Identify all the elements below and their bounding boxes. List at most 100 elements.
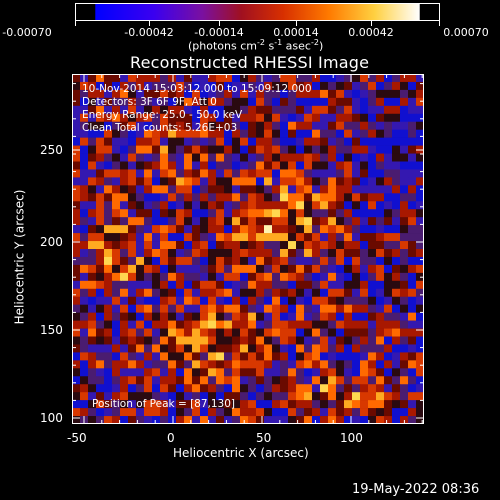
image-pixel — [240, 368, 249, 377]
image-pixel — [200, 113, 209, 123]
image-pixel — [352, 121, 361, 130]
image-pixel — [104, 217, 113, 226]
image-pixel — [72, 225, 81, 234]
image-pixel — [200, 137, 209, 146]
image-pixel — [384, 304, 393, 313]
image-pixel — [160, 169, 169, 178]
image-pixel — [144, 328, 153, 337]
image-pixel — [232, 288, 241, 298]
image-pixel — [216, 416, 225, 424]
image-pixel — [248, 89, 257, 99]
image-pixel — [144, 121, 153, 130]
image-pixel — [152, 416, 161, 424]
image-pixel — [120, 400, 129, 409]
image-pixel — [168, 137, 177, 146]
image-pixel — [256, 121, 265, 130]
image-pixel — [104, 400, 113, 409]
image-pixel — [200, 177, 209, 186]
image-pixel — [80, 241, 89, 250]
image-pixel — [128, 360, 137, 369]
image-pixel — [248, 129, 257, 138]
image-pixel — [360, 352, 369, 361]
image-pixel — [144, 352, 153, 361]
image-pixel — [224, 137, 233, 146]
image-pixel — [256, 81, 265, 91]
image-pixel — [224, 249, 233, 258]
image-pixel — [128, 193, 137, 202]
image-pixel — [304, 400, 313, 409]
image-pixel — [360, 81, 369, 91]
image-pixel — [336, 368, 345, 377]
image-pixel — [344, 105, 353, 115]
image-pixel — [152, 392, 161, 401]
colorbar-tick-mark — [371, 21, 372, 26]
image-pixel — [120, 113, 129, 123]
image-pixel — [296, 193, 305, 202]
image-pixel — [264, 272, 273, 282]
image-pixel — [400, 392, 409, 401]
image-pixel — [72, 368, 81, 377]
image-pixel — [392, 74, 401, 83]
image-pixel — [272, 352, 281, 361]
image-pixel — [416, 233, 424, 242]
image-pixel — [176, 129, 185, 138]
image-pixel — [344, 121, 353, 130]
image-pixel — [384, 169, 393, 178]
image-pixel — [416, 97, 424, 107]
image-pixel — [200, 121, 209, 130]
image-pixel — [312, 169, 321, 178]
image-pixel — [336, 241, 345, 250]
image-pixel — [408, 328, 417, 337]
image-pixel — [160, 153, 169, 162]
image-pixel — [352, 97, 361, 107]
image-pixel — [248, 161, 257, 170]
image-pixel — [136, 264, 145, 274]
image-pixel — [384, 233, 393, 242]
image-pixel — [272, 225, 281, 234]
image-pixel — [232, 185, 241, 194]
image-pixel — [216, 185, 225, 194]
image-pixel — [304, 81, 313, 91]
image-pixel — [200, 225, 209, 234]
image-pixel — [160, 392, 169, 401]
image-pixel — [88, 384, 97, 393]
image-pixel — [416, 153, 424, 162]
image-pixel — [184, 241, 193, 250]
image-pixel — [192, 376, 201, 385]
image-pixel — [168, 400, 177, 409]
image-pixel — [384, 336, 393, 345]
image-pixel — [248, 74, 257, 83]
image-pixel — [408, 312, 417, 321]
image-pixel — [320, 336, 329, 345]
image-pixel — [344, 81, 353, 91]
image-pixel — [360, 241, 369, 250]
image-pixel — [160, 129, 169, 138]
image-pixel — [320, 392, 329, 401]
image-pixel — [152, 360, 161, 369]
image-pixel — [72, 217, 81, 226]
image-pixel — [184, 113, 193, 123]
image-pixel — [336, 225, 345, 234]
image-pixel — [136, 288, 145, 298]
image-pixel — [136, 336, 145, 345]
image-pixel — [360, 264, 369, 274]
image-pixel — [104, 145, 113, 154]
image-pixel — [160, 328, 169, 337]
image-pixel — [224, 368, 233, 377]
image-pixel — [120, 280, 129, 290]
image-pixel — [400, 272, 409, 282]
image-pixel — [120, 137, 129, 146]
image-pixel — [344, 177, 353, 186]
image-pixel — [320, 384, 329, 393]
image-pixel — [72, 344, 81, 353]
image-pixel — [320, 360, 329, 369]
algorithm-label: Clean Total counts: 5.26E+03 — [82, 122, 238, 134]
image-pixel — [120, 81, 129, 91]
image-pixel — [104, 384, 113, 393]
image-pixel — [408, 360, 417, 369]
image-pixel — [96, 233, 105, 242]
image-pixel — [144, 272, 153, 282]
image-pixel — [176, 272, 185, 282]
image-pixel — [376, 344, 385, 353]
image-pixel — [248, 145, 257, 154]
